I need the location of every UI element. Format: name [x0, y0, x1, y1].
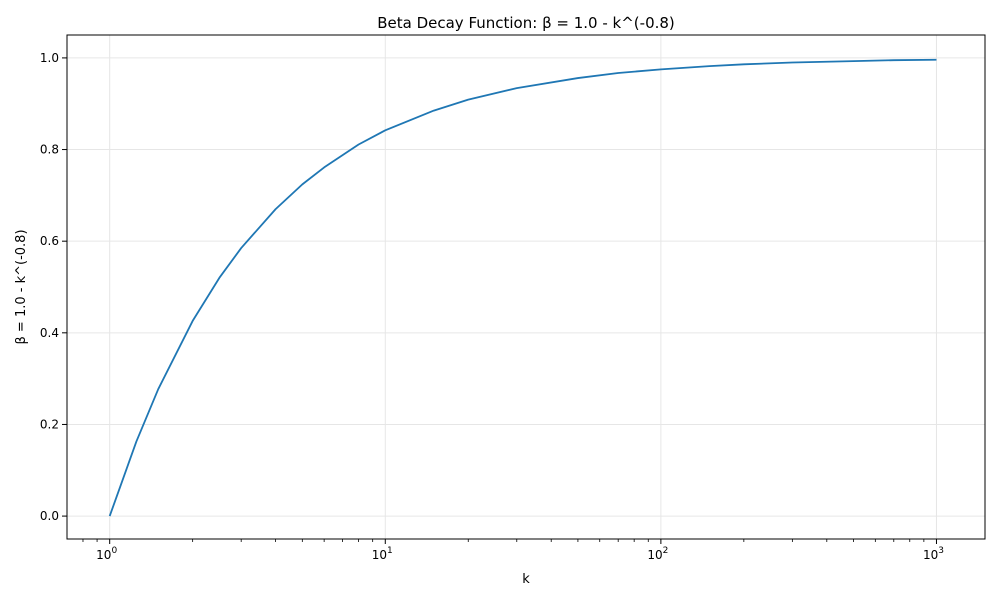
y-tick-label: 0.2: [40, 417, 59, 431]
x-tick-label-base: 10: [647, 548, 662, 562]
x-tick-label-exponent: 0: [111, 546, 117, 556]
x-tick-label-base: 10: [923, 548, 938, 562]
y-tick-label: 0.8: [40, 143, 59, 157]
x-tick-label: 100: [96, 546, 117, 562]
chart-title: Beta Decay Function: β = 1.0 - k^(-0.8): [377, 14, 675, 32]
plot-series: [108, 58, 937, 517]
x-tick-label-exponent: 3: [938, 546, 944, 556]
y-tick-label: 0.6: [40, 234, 59, 248]
x-tick-label-base: 10: [96, 548, 111, 562]
x-tick-label-exponent: 1: [387, 546, 393, 556]
x-tick-label: 103: [923, 546, 944, 562]
plot-frame: [66, 34, 986, 540]
y-tick-label: 1.0: [40, 51, 59, 65]
grid-lines: [67, 35, 985, 539]
x-axis-label: k: [522, 572, 530, 587]
y-tick-label: 0.4: [40, 326, 59, 340]
x-tick-label: 101: [372, 546, 393, 562]
x-tick-label-exponent: 2: [663, 546, 669, 556]
x-tick-label-base: 10: [372, 548, 387, 562]
y-axis-label: β = 1.0 - k^(-0.8): [14, 229, 29, 344]
x-tick-label: 102: [647, 546, 668, 562]
series-line: [108, 58, 937, 517]
y-tick-label: 0.0: [40, 509, 59, 523]
